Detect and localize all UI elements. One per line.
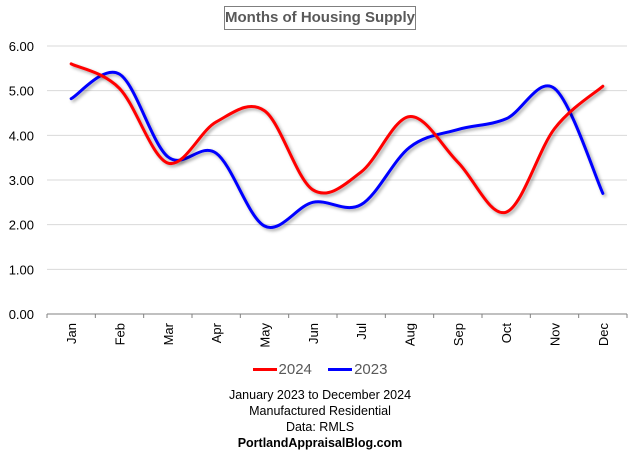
y-tick-label: 3.00 [9, 173, 34, 188]
x-tick-label: Apr [209, 322, 224, 343]
y-tick-label: 5.00 [9, 84, 34, 99]
x-tick-label: May [258, 323, 273, 348]
website-credit: PortlandAppraisalBlog.com [237, 436, 403, 450]
x-tick-label: Nov [548, 323, 563, 347]
x-tick-label: Jan [64, 323, 79, 344]
chart-title: Months of Housing Supply [224, 6, 416, 30]
y-tick-label: 1.00 [9, 262, 34, 277]
legend-label-2023: 2023 [354, 361, 388, 378]
x-tick-label: Jun [306, 323, 321, 344]
x-tick-label: Oct [499, 323, 514, 344]
legend-item-2023: 2023 [328, 361, 387, 378]
x-tick-label: Sep [451, 323, 466, 346]
property-type-note: Manufactured Residential [249, 404, 391, 418]
series-line-2023 [69, 70, 605, 229]
x-tick-label: Mar [161, 322, 176, 345]
x-tick-label: Dec [596, 323, 611, 347]
legend-item-2024: 2024 [252, 361, 312, 378]
legend-swatch-2024 [252, 367, 277, 371]
y-axis-tick-labels: 0.00 1.00 2.00 3.00 4.00 5.00 6.00 [9, 39, 34, 322]
x-tick-label: Aug [403, 323, 418, 346]
data-source-note: Data: RMLS [285, 420, 355, 434]
y-tick-label: 2.00 [9, 218, 34, 233]
legend-label-2024: 2024 [278, 361, 312, 378]
y-tick-label: 0.00 [9, 307, 34, 322]
y-tick-label: 4.00 [9, 128, 34, 143]
legend-swatch-2023 [328, 367, 353, 371]
series-lines [69, 62, 605, 229]
chart-notes: January 2023 to December 2024 Manufactur… [0, 387, 640, 451]
gridlines [47, 45, 627, 270]
x-axis: Jan Feb Mar Apr May Jun Jul Aug Sep Oct Nov Dec [46, 313, 628, 348]
series-line-2024 [69, 62, 605, 215]
date-range-note: January 2023 to December 2024 [228, 388, 412, 402]
legend: 2024 2023 [0, 361, 640, 378]
y-tick-label: 6.00 [9, 39, 34, 54]
x-tick-label: Jul [354, 323, 369, 340]
x-tick-label: Feb [113, 323, 128, 345]
